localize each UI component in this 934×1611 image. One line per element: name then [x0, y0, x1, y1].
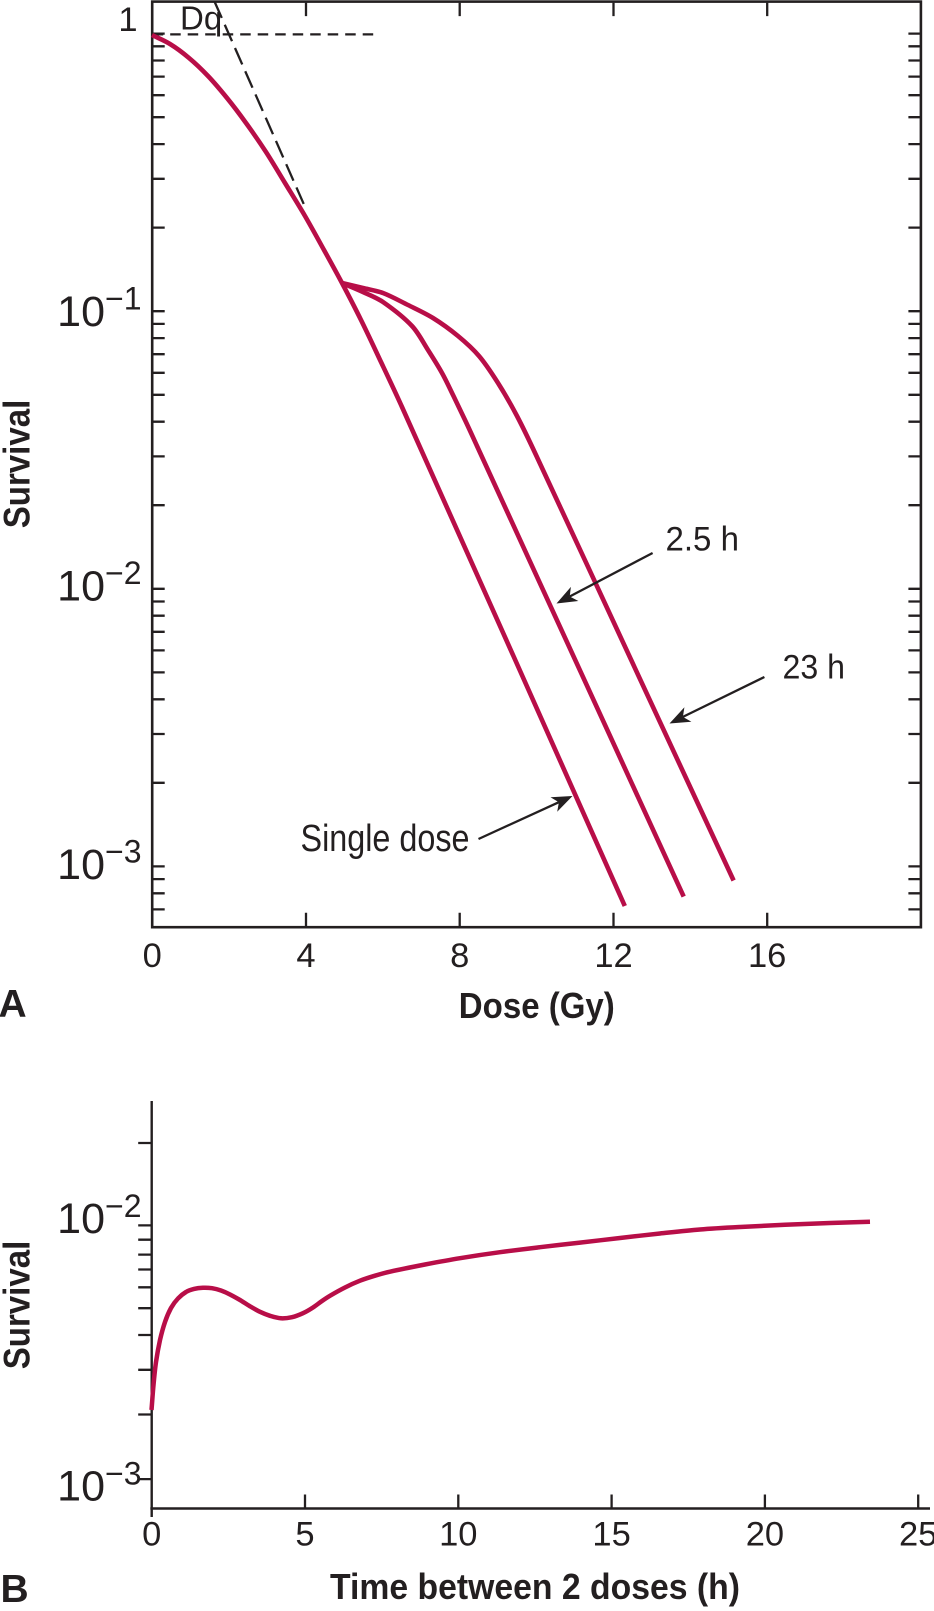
- svg-text:16: 16: [748, 937, 786, 975]
- svg-text:Survival: Survival: [0, 400, 38, 529]
- svg-text:10−3: 10−3: [57, 1455, 141, 1510]
- svg-text:10: 10: [439, 1516, 477, 1554]
- svg-text:4: 4: [296, 937, 315, 975]
- svg-text:2.5 h: 2.5 h: [666, 521, 740, 559]
- svg-text:0: 0: [143, 937, 162, 975]
- svg-text:10−1: 10−1: [57, 280, 141, 335]
- svg-text:23 h: 23 h: [783, 649, 846, 687]
- svg-text:B: B: [1, 1568, 29, 1611]
- svg-text:25: 25: [899, 1516, 934, 1554]
- svg-text:8: 8: [450, 937, 469, 975]
- svg-text:15: 15: [592, 1516, 630, 1554]
- svg-text:1: 1: [118, 1, 137, 39]
- svg-text:A: A: [0, 983, 27, 1026]
- svg-text:Time between 2 doses (h): Time between 2 doses (h): [330, 1566, 740, 1607]
- svg-text:5: 5: [295, 1516, 314, 1554]
- svg-text:20: 20: [746, 1516, 784, 1554]
- svg-text:12: 12: [594, 937, 632, 975]
- svg-text:Dq: Dq: [180, 0, 222, 37]
- svg-text:0: 0: [142, 1516, 161, 1554]
- svg-text:Survival: Survival: [0, 1241, 38, 1370]
- svg-text:Single dose: Single dose: [301, 818, 470, 860]
- svg-text:10−3: 10−3: [57, 834, 141, 889]
- svg-text:Dose (Gy): Dose (Gy): [459, 985, 615, 1026]
- svg-text:10−2: 10−2: [57, 555, 141, 610]
- svg-text:10−2: 10−2: [57, 1188, 141, 1243]
